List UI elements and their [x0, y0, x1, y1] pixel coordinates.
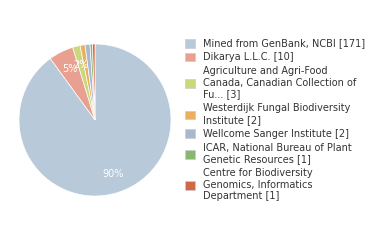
Wedge shape	[50, 47, 95, 120]
Text: 2%: 2%	[73, 60, 89, 70]
Wedge shape	[80, 45, 95, 120]
Wedge shape	[19, 44, 171, 196]
Wedge shape	[90, 44, 95, 120]
Legend: Mined from GenBank, NCBI [171], Dikarya L.L.C. [10], Agriculture and Agri-Food
C: Mined from GenBank, NCBI [171], Dikarya …	[185, 39, 365, 201]
Text: 5%: 5%	[62, 64, 77, 74]
Wedge shape	[73, 46, 95, 120]
Text: 90%: 90%	[102, 169, 123, 179]
Wedge shape	[92, 44, 95, 120]
Wedge shape	[85, 44, 95, 120]
